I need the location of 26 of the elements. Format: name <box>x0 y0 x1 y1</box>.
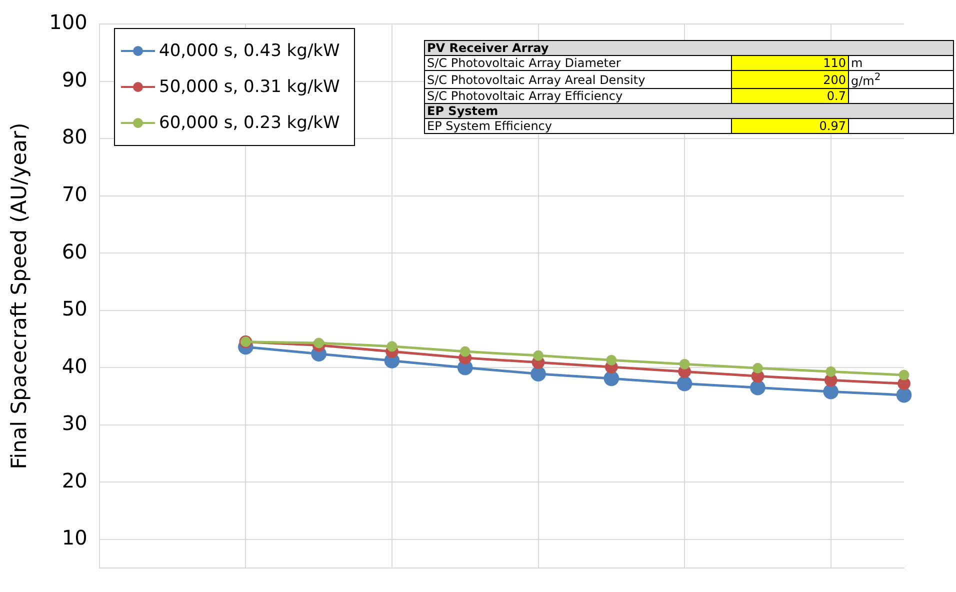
annotation: 0.7 <box>732 88 848 104</box>
y-tick-label: 40 <box>62 354 88 378</box>
annotation: 200 <box>732 70 848 88</box>
y-tick-label: 90 <box>62 67 88 92</box>
y-tick-label: 80 <box>62 124 88 149</box>
y-tick-label: 30 <box>62 411 88 436</box>
y-axis-title: Final Spacecraft Speed (AU/year) <box>7 122 32 470</box>
y-tick-label: 60 <box>62 239 88 264</box>
y-tick-label: 50 <box>62 296 88 321</box>
legend-label: 40,000 s, 0.43 kg/kW <box>159 41 340 61</box>
annotation: PV Receiver Array <box>424 40 954 56</box>
legend-label: 60,000 s, 0.23 kg/kW <box>159 113 340 133</box>
legend-label: 50,000 s, 0.31 kg/kW <box>159 77 340 97</box>
annotation: S/C Photovoltaic Array Areal Density <box>424 70 732 88</box>
annotation: m <box>848 56 954 70</box>
annotation: S/C Photovoltaic Array Efficiency <box>424 88 732 104</box>
annotation: EP System Efficiency <box>424 118 732 134</box>
y-tick-label: 10 <box>62 526 88 550</box>
annotation: g/m$^{2}$ <box>848 70 954 88</box>
annotation: 0.97 <box>732 118 848 134</box>
y-tick-label: 70 <box>62 182 88 206</box>
y-tick-label: 100 <box>49 10 88 34</box>
y-tick-label: 20 <box>62 468 88 492</box>
annotation: 110 <box>732 56 848 70</box>
annotation: S/C Photovoltaic Array Diameter <box>424 56 732 70</box>
annotation: EP System <box>424 104 954 118</box>
